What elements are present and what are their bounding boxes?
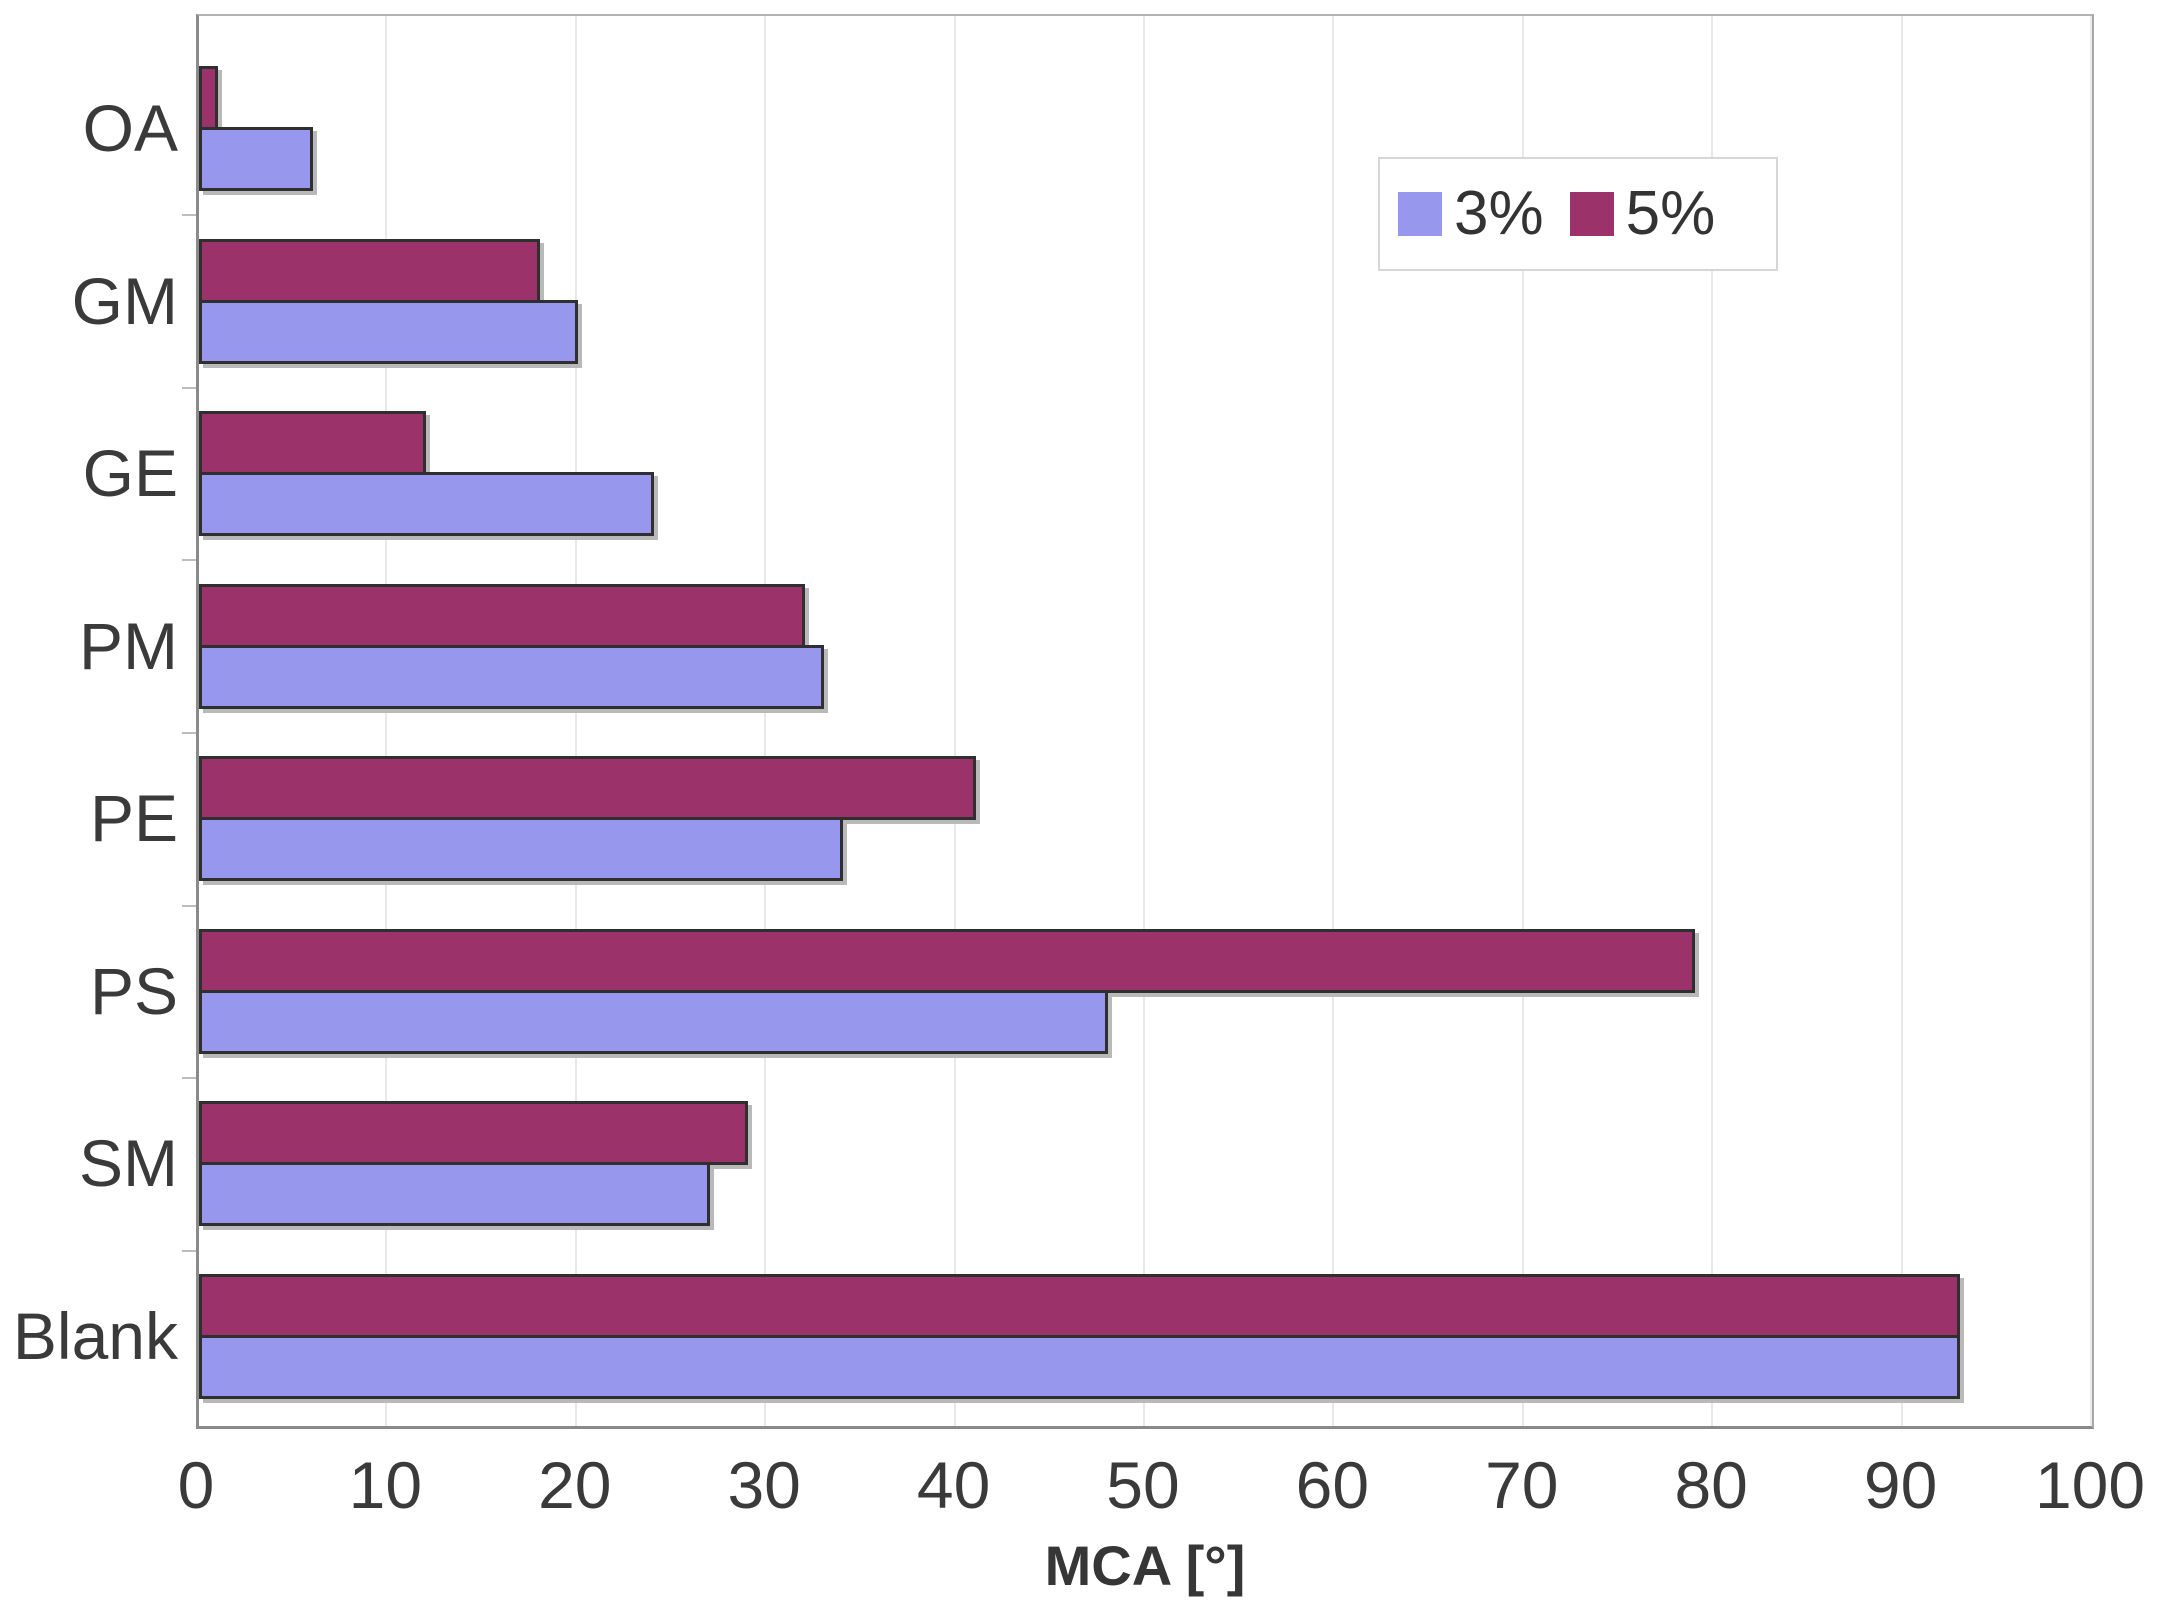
bar-5pct-GM: [199, 238, 540, 303]
y-tick-label-GM: GM: [71, 263, 178, 338]
y-tick-label-OA: OA: [82, 91, 178, 165]
gridline-60: [1332, 16, 1335, 1426]
gridline-80: [1711, 16, 1714, 1426]
legend-label-5pct: 5%: [1625, 179, 1716, 248]
y-minor-tick: [182, 1249, 196, 1252]
bar-5pct-Blank: [199, 1273, 1961, 1338]
legend-item-5pct: 5%: [1569, 179, 1716, 248]
y-tick-label-GE: GE: [82, 436, 178, 511]
legend-swatch-5pct-icon: [1569, 192, 1614, 236]
bar-3pct-SM: [199, 1162, 711, 1227]
gridline-50: [1143, 16, 1145, 1426]
x-tick-label-10: 10: [348, 1448, 423, 1522]
x-tick-label-80: 80: [1674, 1448, 1748, 1522]
gridline-90: [1900, 16, 1903, 1426]
y-minor-tick: [182, 731, 196, 734]
x-tick-label-30: 30: [727, 1448, 801, 1522]
legend: 3% 5%: [1378, 157, 1778, 271]
bar-5pct-OA: [199, 66, 218, 130]
bar-3pct-PM: [199, 644, 825, 709]
x-tick-label-50: 50: [1106, 1448, 1180, 1522]
x-tick-label-40: 40: [916, 1448, 991, 1522]
y-minor-tick: [182, 214, 196, 217]
y-tick-label-PM: PM: [79, 608, 178, 683]
x-tick-label-100: 100: [2034, 1448, 2146, 1522]
y-minor-tick: [182, 1077, 196, 1080]
bar-5pct-PE: [199, 756, 976, 821]
bar-3pct-OA: [199, 127, 313, 191]
legend-item-3pct: 3%: [1398, 183, 1544, 245]
gridline-100: [2090, 16, 2092, 1426]
bar-3pct-GE: [199, 472, 654, 537]
legend-swatch-3pct-icon: [1398, 192, 1442, 236]
x-tick-label-60: 60: [1295, 1448, 1370, 1522]
gridline-20: [574, 16, 577, 1426]
y-minor-tick: [182, 559, 196, 562]
bar-3pct-PS: [199, 989, 1109, 1054]
legend-label-3pct: 3%: [1454, 179, 1544, 248]
x-tick-label-90: 90: [1863, 1448, 1938, 1522]
x-tick-label-0: 0: [177, 1448, 215, 1522]
x-tick-label-20: 20: [538, 1448, 612, 1522]
gridline-10: [385, 16, 388, 1426]
y-minor-tick: [182, 386, 196, 389]
gridline-40: [953, 16, 956, 1426]
x-tick-label-70: 70: [1485, 1448, 1559, 1522]
bar-5pct-PS: [199, 928, 1696, 993]
bar-3pct-PE: [199, 817, 843, 882]
y-tick-label-PS: PS: [89, 953, 178, 1028]
y-tick-label-SM: SM: [79, 1126, 178, 1201]
y-tick-label-Blank: Blank: [12, 1298, 178, 1373]
bar-3pct-GM: [199, 299, 578, 364]
gridline-70: [1521, 16, 1524, 1426]
bar-5pct-GE: [199, 411, 427, 476]
gridline-30: [764, 16, 767, 1426]
y-tick-label-PE: PE: [89, 781, 178, 856]
plot-area: [196, 14, 2094, 1429]
bar-5pct-PM: [199, 583, 806, 648]
y-minor-tick: [182, 904, 196, 907]
bar-3pct-Blank: [199, 1334, 1961, 1399]
x-axis-title: MCA [°]: [1044, 1534, 1246, 1597]
bar-5pct-SM: [199, 1101, 749, 1166]
